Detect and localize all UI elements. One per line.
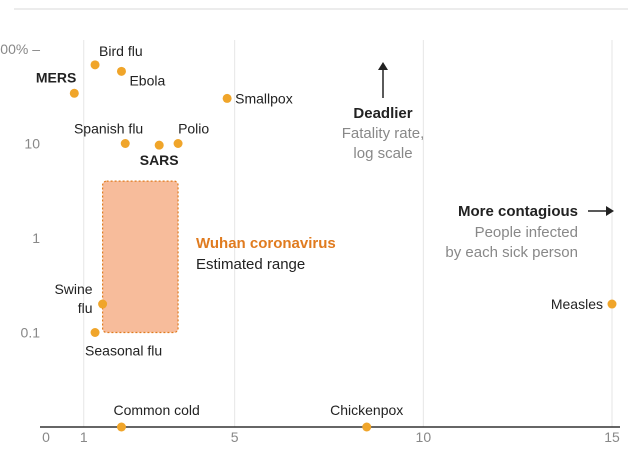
wuhan-range-subtitle: Estimated range <box>196 256 305 273</box>
annotations: Deadlier Fatality rate, log scale More cont… <box>342 62 614 261</box>
label-bird-flu: Bird flu <box>99 43 143 59</box>
y-tick-label: 100% – <box>0 41 40 57</box>
deadlier-subtitle: Fatality rate, <box>342 125 425 142</box>
point-smallpox <box>222 93 232 103</box>
label-common-cold: Common cold <box>113 402 199 418</box>
x-tick-label: 10 <box>416 429 432 445</box>
point-polio <box>173 139 183 148</box>
wuhan-range-rect <box>101 180 179 334</box>
y-tick-label: 1 <box>32 230 40 246</box>
point-mers <box>69 88 79 98</box>
label-chickenpox: Chickenpox <box>330 402 403 418</box>
point-measles <box>607 299 617 309</box>
label-swine-flu: Swine flu <box>54 281 92 316</box>
gridlines <box>40 40 620 428</box>
point-sars <box>154 140 164 150</box>
deadlier-title: Deadlier <box>353 105 412 122</box>
x-tick-label: 5 <box>231 429 239 445</box>
point-chickenpox <box>362 422 372 432</box>
label-mers: MERS <box>36 69 76 85</box>
deadlier-arrow-head <box>378 62 388 70</box>
contagious-title: More contagious <box>458 203 578 220</box>
x-tick-label: 1 <box>80 429 88 445</box>
data-points: Bird flu Ebola MERS Smallpox Spanish flu Poli… <box>36 43 617 432</box>
point-spanish-flu <box>120 139 130 148</box>
wuhan-range-region: Wuhan coronavirus Estimated range <box>101 180 336 334</box>
label-polio: Polio <box>178 121 209 137</box>
contagious-subtitle: by each sick person <box>445 244 578 261</box>
contagious-subtitle: People infected <box>475 224 578 241</box>
label-sars: SARS <box>140 152 179 168</box>
y-tick-label: 10 <box>24 136 40 152</box>
point-bird-flu <box>90 60 100 70</box>
point-seasonal-flu <box>90 328 100 337</box>
label-ebola: Ebola <box>129 72 165 88</box>
label-measles: Measles <box>551 296 603 312</box>
contagious-arrow-head <box>606 206 614 216</box>
deadlier-subtitle: log scale <box>353 145 412 162</box>
x-tick-label: 0 <box>42 429 50 445</box>
wuhan-range-title: Wuhan coronavirus <box>196 235 336 252</box>
point-common-cold <box>116 422 126 432</box>
label-smallpox: Smallpox <box>235 90 293 106</box>
label-spanish-flu: Spanish flu <box>74 121 143 137</box>
label-seasonal-flu: Seasonal flu <box>85 343 162 359</box>
x-tick-label: 15 <box>604 429 620 445</box>
point-ebola <box>116 66 126 76</box>
point-swine-flu <box>98 299 108 309</box>
y-tick-label: 0.1 <box>21 325 41 341</box>
